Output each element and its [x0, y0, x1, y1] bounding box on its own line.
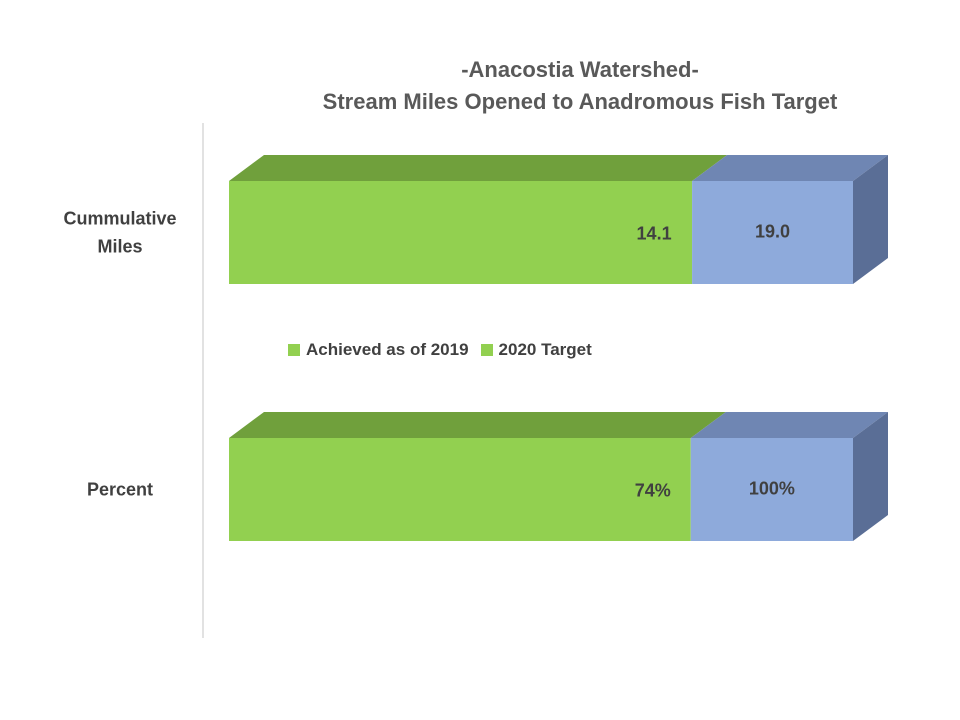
bar-achieved — [229, 438, 691, 541]
category-label: Cummulative — [63, 209, 176, 229]
category-label: Miles — [97, 237, 142, 257]
bar-target-side — [853, 155, 888, 284]
data-label-target: 19.0 — [755, 222, 790, 242]
legend-swatch-target — [480, 344, 493, 356]
legend-label-target: 2020 Target — [498, 340, 592, 359]
data-label-achieved: 14.1 — [637, 224, 672, 244]
bar-achieved — [229, 181, 693, 284]
bar-achieved-top — [229, 155, 728, 181]
bar-target — [692, 181, 853, 284]
legend-item-target: 2020 Target — [480, 340, 592, 360]
bar-target — [690, 438, 853, 541]
chart-title: -Anacostia Watershed- Stream Miles Opene… — [230, 54, 930, 118]
bar-achieved-top — [229, 412, 726, 438]
legend-item-achieved: Achieved as of 2019 — [288, 340, 469, 360]
legend-label-achieved: Achieved as of 2019 — [306, 340, 469, 359]
chart-legend: Achieved as of 2019 2020 Target — [288, 340, 604, 360]
data-label-achieved: 74% — [635, 481, 671, 501]
legend-swatch-achieved — [288, 344, 300, 356]
category-label: Percent — [87, 480, 153, 500]
chart-title-line-1: -Anacostia Watershed- — [461, 57, 699, 82]
data-label-target: 100% — [749, 479, 795, 499]
bar-target-top — [692, 155, 888, 181]
bar-target-top — [690, 412, 888, 438]
chart-title-line-2: Stream Miles Opened to Anadromous Fish T… — [322, 89, 838, 114]
bar-target-side — [853, 412, 888, 541]
